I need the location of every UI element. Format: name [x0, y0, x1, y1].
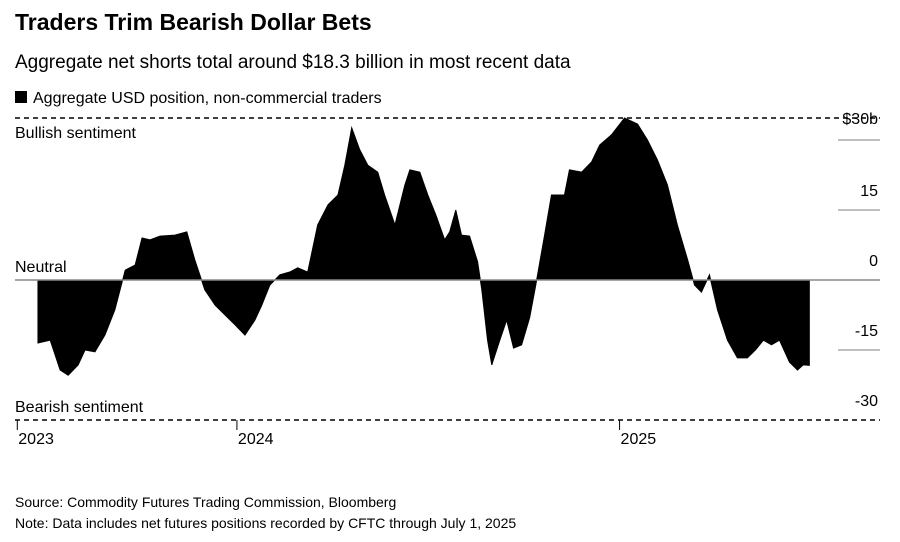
- y-tick-label: 15: [860, 183, 878, 200]
- y-tick-label: 0: [869, 253, 878, 270]
- chart-title: Traders Trim Bearish Dollar Bets: [15, 9, 372, 35]
- annotation: Bearish sentiment: [15, 399, 144, 416]
- x-tick-label: 2023: [18, 431, 54, 448]
- y-tick-label: -15: [855, 323, 878, 340]
- note: Note: Data includes net futures position…: [15, 515, 516, 531]
- x-tick-label: 2025: [621, 431, 657, 448]
- x-tick-label: 2024: [238, 431, 274, 448]
- y-tick-label: $30b: [842, 111, 878, 128]
- legend-label: Aggregate USD position, non-commercial t…: [33, 90, 382, 107]
- y-tick-label: -30: [855, 393, 878, 410]
- annotation: Neutral: [15, 259, 67, 276]
- area: [37, 117, 810, 376]
- legend-swatch: [15, 91, 27, 103]
- annotation: Bullish sentiment: [15, 125, 137, 142]
- source: Source: Commodity Futures Trading Commis…: [15, 494, 396, 510]
- chart-subtitle: Aggregate net shorts total around $18.3 …: [15, 52, 571, 73]
